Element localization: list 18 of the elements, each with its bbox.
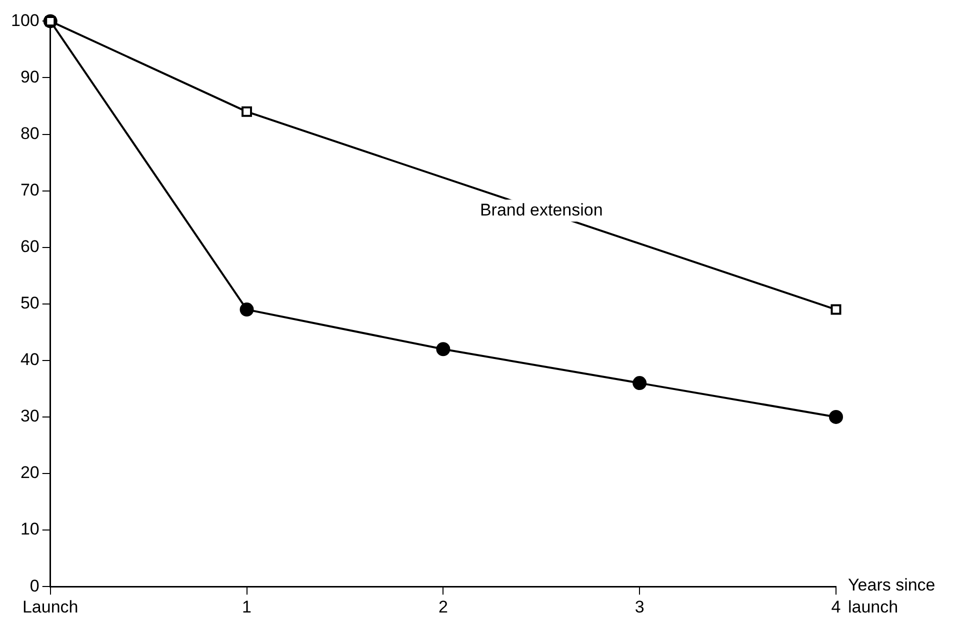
y-tick-label: 90 xyxy=(20,67,40,86)
y-tick-label: 80 xyxy=(20,124,40,143)
y-tick-label: 70 xyxy=(20,180,40,200)
y-tick-label: 100 xyxy=(10,10,40,30)
y-tick-label: 20 xyxy=(20,463,40,482)
y-tick-label: 10 xyxy=(20,520,40,539)
x-tick-label: Launch xyxy=(22,597,78,616)
y-tick-label: 60 xyxy=(20,237,40,256)
x-tick-label: 4 xyxy=(831,597,841,616)
y-tick-label: 0 xyxy=(30,576,40,596)
x-tick-label: 3 xyxy=(634,597,644,616)
y-tick-label: 40 xyxy=(20,350,40,370)
x-axis-title: Years since launch xyxy=(848,576,936,617)
y-tick-label: 30 xyxy=(20,406,40,426)
y-tick-label: 50 xyxy=(20,294,40,313)
series-label: Brand extension xyxy=(480,200,603,220)
x-tick-label: 2 xyxy=(438,597,448,616)
x-tick-label: 1 xyxy=(242,597,252,616)
